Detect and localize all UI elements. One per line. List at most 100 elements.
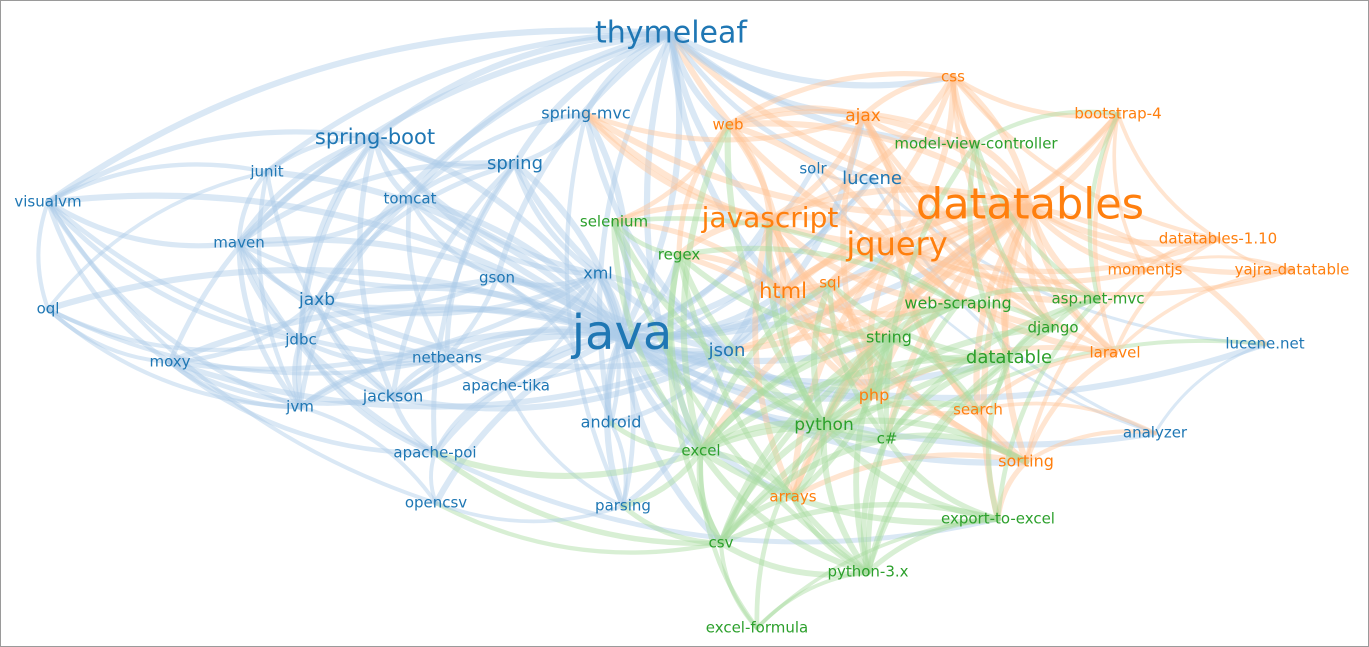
node-label-opencsv[interactable]: opencsv — [405, 494, 467, 512]
edge-solr-lucene — [811, 167, 874, 182]
node-label-string[interactable]: string — [866, 328, 912, 347]
node-label-moxy[interactable]: moxy — [149, 353, 190, 371]
node-label-jvm[interactable]: jvm — [285, 398, 314, 416]
edge-apache-tika-lucene — [504, 177, 874, 388]
node-label-yajra-datatable[interactable]: yajra-datatable — [1235, 261, 1350, 279]
node-label-ajax[interactable]: ajax — [845, 106, 881, 126]
edge-json-jquery — [723, 242, 901, 355]
edge-spring-mvc-parsing — [564, 111, 626, 509]
node-label-oql[interactable]: oql — [37, 300, 60, 318]
node-label-arrays[interactable]: arrays — [769, 488, 816, 506]
node-label-xml[interactable]: xml — [583, 264, 613, 283]
node-label-junit[interactable]: junit — [249, 163, 283, 181]
edge-yajra-datatable-momentjs — [1143, 255, 1294, 272]
edge-spring-mvc-tomcat — [407, 111, 589, 202]
node-label-datatable[interactable]: datatable — [966, 347, 1052, 368]
node-label-java[interactable]: java — [571, 305, 673, 361]
edge-datatables-django — [1024, 203, 1057, 332]
edge-thymeleaf-maven — [235, 30, 675, 247]
node-label-android[interactable]: android — [581, 413, 642, 432]
edge-csv-python-3.x — [718, 540, 871, 578]
node-label-spring-boot[interactable]: spring-boot — [315, 125, 435, 149]
edge-html-regex — [676, 252, 786, 295]
node-label-jaxb[interactable]: jaxb — [298, 290, 335, 310]
node-label-momentjs[interactable]: momentjs — [1108, 261, 1183, 279]
node-label-gson[interactable]: gson — [479, 269, 515, 287]
node-label-solr[interactable]: solr — [799, 160, 827, 178]
edge-opencsv-jvm — [298, 405, 438, 505]
node-label-csv[interactable]: csv — [709, 534, 734, 552]
edge-jquery-sorting — [893, 242, 1030, 466]
edge-datatables-1.10-momentjs — [1143, 237, 1220, 272]
edge-python-python-3.x — [820, 421, 872, 576]
edge-android-excel — [608, 420, 704, 454]
node-label-selenium[interactable]: selenium — [580, 213, 648, 231]
edge-ajax-django — [860, 113, 1056, 331]
edge-regex-python — [675, 251, 828, 429]
node-label-javascript[interactable]: javascript — [701, 201, 839, 234]
node-label-excel[interactable]: excel — [681, 442, 720, 460]
edge-apache-poi-opencsv — [429, 451, 438, 505]
edge-spring-boot-spring — [372, 135, 518, 170]
node-label-web[interactable]: web — [712, 116, 743, 134]
node-label-web-scraping[interactable]: web-scraping — [904, 294, 1011, 313]
edge-parsing-xml — [595, 271, 636, 509]
node-label-css[interactable]: css — [941, 68, 965, 86]
node-label-python[interactable]: python — [794, 415, 853, 435]
edge-lucene.net-analyzer — [1153, 342, 1267, 435]
edge-gson-xml — [494, 271, 601, 288]
node-label-datatables[interactable]: datatables — [916, 180, 1144, 230]
node-label-lucene[interactable]: lucene — [842, 168, 902, 189]
node-label-jackson[interactable]: jackson — [362, 387, 424, 406]
edge-asp.net-mvc-django — [1050, 296, 1101, 331]
node-label-spring[interactable]: spring — [487, 153, 543, 174]
edge-tomcat-jdbc — [298, 196, 413, 343]
edge-string-python-3.x — [853, 335, 892, 575]
edge-python-3.x-excel-formula — [755, 570, 870, 630]
edge-css-laravel — [950, 74, 1118, 356]
node-label-sql[interactable]: sql — [819, 274, 841, 292]
node-label-spring-mvc[interactable]: spring-mvc — [541, 104, 630, 123]
node-label-json[interactable]: json — [708, 340, 746, 361]
edge-json-xml — [594, 270, 731, 355]
edge-java-json — [618, 332, 731, 358]
node-label-export-to-excel[interactable]: export-to-excel — [941, 510, 1055, 528]
node-label-datatables-1.10[interactable]: datatables-1.10 — [1159, 230, 1277, 248]
edge-search-string — [886, 335, 981, 413]
node-label-analyzer[interactable]: analyzer — [1123, 424, 1188, 442]
node-label-c#[interactable]: c# — [877, 430, 898, 448]
node-label-netbeans[interactable]: netbeans — [412, 349, 482, 367]
node-label-excel-formula[interactable]: excel-formula — [706, 619, 808, 637]
node-label-bootstrap-4[interactable]: bootstrap-4 — [1074, 105, 1161, 123]
node-label-parsing[interactable]: parsing — [595, 497, 651, 515]
edge-laravel-sorting — [1023, 350, 1118, 465]
edge-c#-python-3.x — [860, 436, 890, 575]
node-label-python-3.x[interactable]: python-3.x — [827, 563, 908, 581]
node-label-maven[interactable]: maven — [213, 234, 264, 252]
node-label-model-view-controller[interactable]: model-view-controller — [894, 135, 1058, 153]
node-label-sorting[interactable]: sorting — [998, 452, 1054, 471]
node-label-jquery[interactable]: jquery — [845, 225, 947, 263]
node-label-regex[interactable]: regex — [658, 246, 701, 264]
node-label-php[interactable]: php — [859, 386, 889, 405]
node-label-laravel[interactable]: laravel — [1090, 344, 1141, 362]
edge-thymeleaf-excel — [643, 30, 705, 455]
node-label-jdbc[interactable]: jdbc — [284, 331, 316, 349]
node-label-visualvm[interactable]: visualvm — [14, 193, 81, 211]
node-label-html[interactable]: html — [759, 279, 807, 303]
node-label-django[interactable]: django — [1027, 319, 1078, 337]
edge-thymeleaf-tomcat — [406, 30, 675, 203]
edge-selenium-web — [611, 122, 731, 225]
edge-java-spring — [511, 160, 626, 340]
edge-jaxb-jdbc — [298, 297, 320, 343]
edge-thymeleaf-spring-mvc — [582, 30, 675, 118]
node-label-asp.net-mvc[interactable]: asp.net-mvc — [1051, 290, 1144, 308]
node-label-tomcat[interactable]: tomcat — [384, 190, 437, 208]
node-label-thymeleaf[interactable]: thymeleaf — [595, 16, 748, 51]
node-label-search[interactable]: search — [953, 401, 1003, 419]
node-label-apache-tika[interactable]: apache-tika — [462, 377, 550, 395]
node-label-lucene.net[interactable]: lucene.net — [1225, 335, 1304, 353]
edge-spring-mvc-javascript — [583, 111, 773, 222]
edge-web-scraping-selenium — [611, 216, 961, 307]
node-label-apache-poi[interactable]: apache-poi — [393, 444, 476, 462]
